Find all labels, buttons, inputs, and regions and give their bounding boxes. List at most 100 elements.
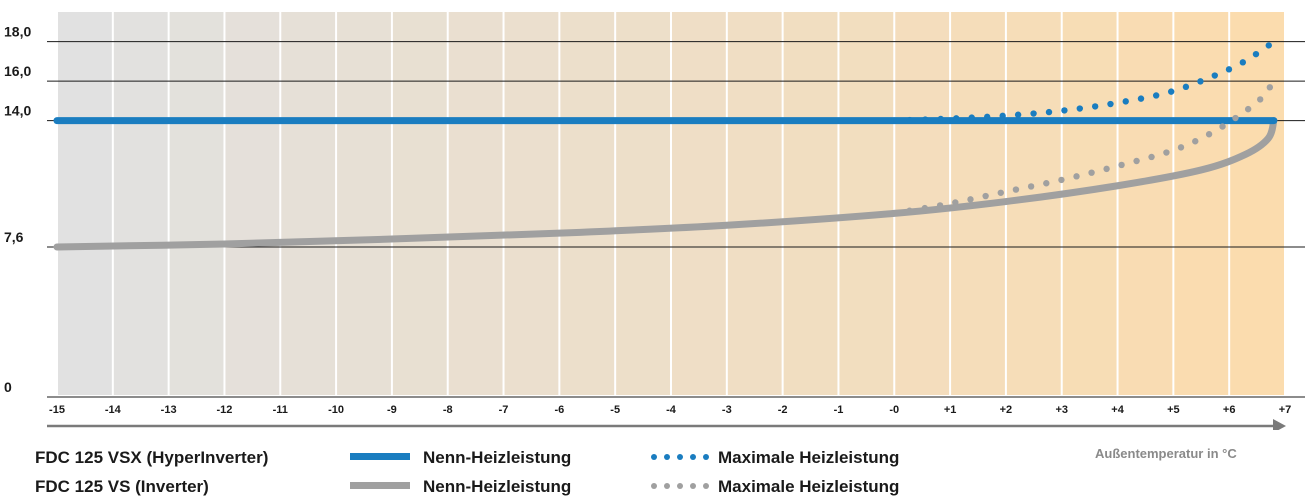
x-tick-label: -4 — [666, 404, 677, 416]
background-column — [616, 12, 670, 395]
series-point-gray-max — [936, 202, 944, 209]
x-tick-label: -10 — [328, 404, 344, 416]
series-point-gray-max — [1219, 123, 1226, 130]
series-point-gray-max — [1177, 144, 1185, 151]
x-tick-label: +3 — [1055, 404, 1068, 416]
x-tick-label: -9 — [387, 404, 397, 416]
series-point-gray-max — [1257, 96, 1264, 103]
background-column — [504, 12, 559, 395]
series-point-gray-max — [891, 210, 898, 217]
x-tick-label: -15 — [49, 404, 65, 416]
series-point-blue-max — [1239, 59, 1247, 66]
series-point-blue-max — [1045, 108, 1053, 116]
series-point-gray-max — [997, 189, 1004, 196]
x-tick-label: -11 — [273, 404, 288, 416]
background-column — [1118, 12, 1173, 395]
series-point-gray-max — [1043, 180, 1050, 187]
series-point-blue-max — [1182, 83, 1190, 91]
background-column — [281, 12, 336, 395]
series-point-gray-max — [952, 199, 959, 206]
series-point-gray-max — [1058, 176, 1065, 184]
background-column — [392, 12, 447, 395]
y-tick-label: 0 — [4, 379, 12, 395]
series-point-blue-max — [999, 112, 1006, 120]
x-tick-label: -5 — [610, 404, 620, 416]
series-point-gray-max — [982, 192, 989, 200]
series-point-blue-max — [937, 115, 944, 123]
x-tick-label: -6 — [554, 404, 564, 416]
y-tick-label: 16,0 — [4, 63, 31, 79]
background-column — [672, 12, 726, 395]
series-point-gray-max — [1088, 169, 1095, 176]
x-tick-label: -12 — [217, 404, 233, 416]
x-tick-label: +2 — [1000, 404, 1013, 416]
x-tick-label: +6 — [1223, 404, 1236, 416]
series-point-blue-max — [1225, 66, 1233, 73]
x-axis-arrow-head — [1273, 419, 1286, 430]
series-point-gray-max — [906, 207, 913, 214]
background-column — [839, 12, 894, 395]
series-point-blue-max — [968, 114, 975, 121]
background-column — [1230, 12, 1284, 395]
background-column — [727, 12, 782, 395]
series-point-gray-max — [1012, 186, 1020, 193]
series-point-blue-max — [1061, 107, 1068, 114]
series-point-gray-max — [1027, 183, 1035, 190]
x-tick-label: -1 — [834, 404, 844, 416]
x-tick-label: -7 — [499, 404, 509, 416]
legend-swatch-solid-blue — [350, 453, 410, 460]
series-point-blue-max — [922, 116, 929, 123]
series-point-blue-max — [1091, 103, 1099, 110]
legend-swatch-solid-gray — [350, 482, 410, 489]
series-point-gray-max — [1244, 105, 1252, 113]
x-tick-label: +5 — [1167, 404, 1180, 416]
series-point-blue-max — [1137, 95, 1145, 102]
series-point-gray-max — [1205, 131, 1213, 138]
series-point-blue-max — [953, 115, 960, 122]
x-tick-label: +7 — [1279, 404, 1292, 416]
series-point-gray-max — [1103, 165, 1110, 173]
background-column — [337, 12, 391, 395]
background-column — [225, 12, 280, 395]
background-column — [1062, 12, 1117, 395]
x-tick-label: -13 — [161, 404, 177, 416]
x-tick-label: -3 — [722, 404, 732, 416]
x-tick-label: +4 — [1111, 404, 1124, 416]
series-point-gray-max — [1148, 153, 1155, 161]
background-column — [1174, 12, 1229, 395]
series-line-gray-nenn — [53, 117, 1278, 251]
series-point-blue-max — [906, 116, 913, 124]
x-tick-label: +1 — [944, 404, 957, 416]
background-column — [58, 12, 112, 395]
series-point-gray-max — [1163, 149, 1170, 156]
legend-model-inverter: FDC 125 VS (Inverter) — [35, 477, 209, 496]
series-point-gray-max — [1192, 138, 1199, 145]
legend-label-max-gray: Maximale Heizleistung — [718, 477, 900, 496]
y-tick-label: 18,0 — [4, 24, 31, 40]
legend-swatch-dotted-blue — [651, 454, 709, 460]
series-point-gray-max — [1266, 84, 1274, 91]
series-point-blue-max — [1197, 78, 1204, 85]
series-point-blue-max — [983, 113, 991, 121]
background-column — [560, 12, 615, 395]
series-point-blue-max — [1014, 111, 1022, 118]
legend-model-hyperinverter: FDC 125 VSX (HyperInverter) — [35, 448, 269, 467]
series-point-gray-max — [1232, 114, 1239, 122]
series-point-blue-max — [1107, 100, 1114, 108]
series-point-gray-max — [921, 204, 929, 212]
legend-label-nenn-blue: Nenn-Heizleistung — [423, 448, 572, 467]
y-tick-label: 7,6 — [4, 229, 24, 245]
x-tick-label: -2 — [778, 404, 788, 416]
series-point-blue-max — [1167, 88, 1175, 95]
background-column — [783, 12, 838, 395]
series-point-blue-max — [1030, 110, 1037, 117]
x-tick-label: -0 — [889, 404, 899, 416]
series-point-blue-max — [891, 117, 898, 124]
series-point-blue-max — [1211, 72, 1218, 79]
legend-label-max-blue: Maximale Heizleistung — [718, 448, 900, 467]
series-point-gray-max — [1133, 157, 1140, 165]
series-point-gray-max — [967, 196, 974, 203]
series-point-gray-max — [1073, 173, 1080, 180]
background-column — [113, 12, 168, 395]
legend-label-nenn-gray: Nenn-Heizleistung — [423, 477, 572, 496]
